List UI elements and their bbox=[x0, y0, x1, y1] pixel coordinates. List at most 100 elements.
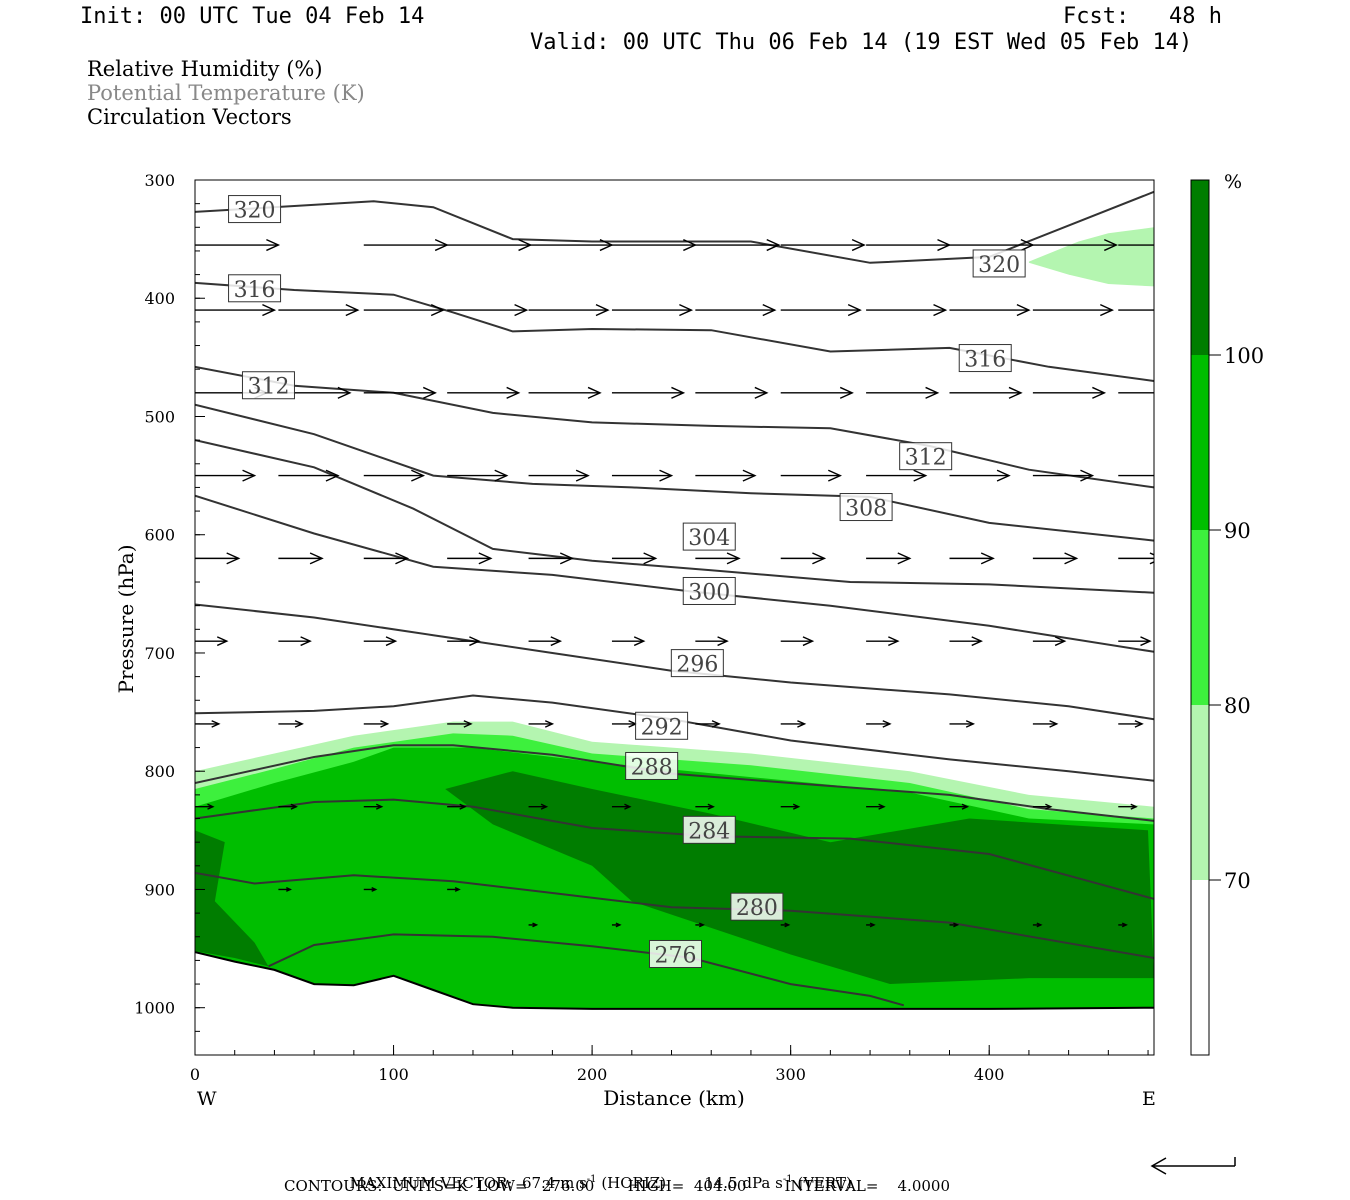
colorbar-segment bbox=[1191, 355, 1209, 530]
west-label: W bbox=[197, 1088, 217, 1110]
x-tick-label: 200 bbox=[577, 1065, 608, 1084]
theta-contour-300 bbox=[195, 494, 1154, 653]
circulation-vector bbox=[528, 469, 590, 482]
colorbar-tick-label: 80 bbox=[1224, 694, 1251, 718]
circulation-vector bbox=[949, 386, 1023, 399]
contour-label: 312 bbox=[241, 371, 295, 400]
circulation-vector bbox=[949, 238, 1035, 252]
circulation-vector bbox=[780, 386, 854, 399]
circulation-vector bbox=[611, 386, 686, 399]
y-tick-label: 800 bbox=[144, 762, 175, 781]
contour-label: 292 bbox=[635, 711, 689, 740]
circulation-vector bbox=[363, 386, 437, 399]
circulation-vector bbox=[1032, 922, 1043, 928]
circulation-vector bbox=[949, 720, 976, 728]
circulation-vector bbox=[528, 386, 602, 399]
circulation-vector bbox=[447, 304, 529, 317]
circulation-vector bbox=[780, 803, 801, 810]
rh-region-upper bbox=[1028, 227, 1154, 287]
theta-contour-288 bbox=[195, 744, 1154, 822]
contour-label-text: 276 bbox=[654, 943, 696, 968]
field-label-vectors: Circulation Vectors bbox=[87, 105, 292, 129]
circulation-vector bbox=[780, 304, 862, 317]
forecast-hour: Fcst: 48 h bbox=[1063, 4, 1222, 29]
circulation-vector bbox=[611, 803, 632, 810]
circulation-vector bbox=[363, 720, 390, 728]
circulation-vector bbox=[949, 552, 995, 565]
circulation-vector bbox=[363, 803, 384, 810]
contour-label-text: 280 bbox=[736, 896, 778, 921]
colorbar-segment bbox=[1191, 705, 1209, 880]
contour-label-text: 320 bbox=[234, 199, 276, 224]
contour-info: CONTOURS: UNITS=K LOW= 276.00 HIGH= 404.… bbox=[284, 1177, 950, 1195]
circulation-vector bbox=[195, 552, 241, 565]
colorbar-segment bbox=[1191, 530, 1209, 705]
max-vector-info: MAXIMUM VECTOR: 67.4 m s-1 (HORIZ) 14.5 … bbox=[349, 1174, 852, 1192]
circulation-vector bbox=[447, 238, 533, 252]
circulation-vector bbox=[195, 803, 215, 810]
circulation-vector bbox=[1118, 636, 1152, 647]
circulation-vector bbox=[949, 304, 1031, 317]
circulation-vector bbox=[528, 803, 549, 810]
circulation-vector bbox=[447, 636, 481, 647]
circulation-vector bbox=[695, 304, 777, 317]
colorbar-segment bbox=[1191, 880, 1209, 1055]
east-label: E bbox=[1142, 1088, 1156, 1110]
circulation-vector bbox=[1032, 469, 1095, 482]
circulation-vector bbox=[1032, 552, 1079, 565]
contour-label: 312 bbox=[899, 442, 953, 471]
circulation-vector bbox=[278, 469, 340, 482]
x-tick-label: 400 bbox=[974, 1065, 1005, 1084]
x-tick-label: 0 bbox=[190, 1065, 200, 1084]
circulation-vector bbox=[866, 803, 886, 810]
x-tick-label: 300 bbox=[775, 1065, 806, 1084]
theta-contour-276 bbox=[268, 933, 905, 1007]
circulation-vector bbox=[1118, 922, 1128, 928]
valid-time: Valid: 00 UTC Thu 06 Feb 14 (19 EST Wed … bbox=[530, 30, 1193, 55]
contour-label: 316 bbox=[228, 274, 282, 303]
circulation-vector bbox=[780, 552, 827, 565]
contour-label-text: 304 bbox=[688, 526, 730, 551]
circulation-vector bbox=[1118, 309, 1154, 311]
circulation-vector bbox=[949, 469, 1011, 482]
circulation-vector bbox=[1032, 386, 1107, 399]
contour-label-text: 316 bbox=[964, 348, 1006, 373]
circulation-vector bbox=[447, 720, 473, 728]
circulation-vector bbox=[866, 304, 948, 317]
colorbar-unit: % bbox=[1224, 171, 1242, 193]
circulation-vector bbox=[1032, 636, 1067, 647]
contour-label-text: 312 bbox=[905, 446, 947, 471]
circulation-vector bbox=[611, 304, 694, 317]
circulation-vector bbox=[695, 636, 729, 647]
y-tick-label: 1000 bbox=[134, 999, 175, 1018]
y-tick-label: 300 bbox=[144, 171, 175, 190]
circulation-vector bbox=[695, 552, 741, 565]
circulation-vector bbox=[195, 636, 229, 647]
contour-label-text: 312 bbox=[247, 375, 289, 400]
circulation-vector bbox=[528, 636, 563, 647]
circulation-vector bbox=[447, 887, 461, 892]
circulation-vector bbox=[866, 922, 876, 928]
circulation-vector bbox=[447, 552, 493, 565]
circulation-vector bbox=[611, 552, 658, 565]
contour-label-text: 316 bbox=[234, 278, 276, 303]
terrain-line bbox=[195, 951, 1154, 1010]
theta-contour-320 bbox=[195, 190, 1154, 264]
circulation-vector bbox=[866, 238, 952, 252]
colorbar-tick-label: 70 bbox=[1224, 869, 1251, 893]
circulation-vector bbox=[695, 238, 781, 252]
circulation-vector bbox=[1118, 720, 1144, 728]
colorbar-segment bbox=[1191, 180, 1209, 355]
circulation-vector bbox=[611, 469, 674, 482]
circulation-vector bbox=[695, 469, 757, 482]
colorbar-tick-label: 100 bbox=[1224, 344, 1264, 368]
circulation-vector bbox=[278, 552, 324, 565]
contour-label: 284 bbox=[682, 815, 736, 844]
init-time: Init: 00 UTC Tue 04 Feb 14 bbox=[80, 4, 425, 29]
contour-label-text: 300 bbox=[688, 580, 730, 605]
contour-label-text: 308 bbox=[845, 497, 887, 522]
x-axis-title: Distance (km) bbox=[603, 1086, 745, 1110]
circulation-vector bbox=[363, 887, 378, 892]
circulation-vector bbox=[363, 636, 398, 647]
